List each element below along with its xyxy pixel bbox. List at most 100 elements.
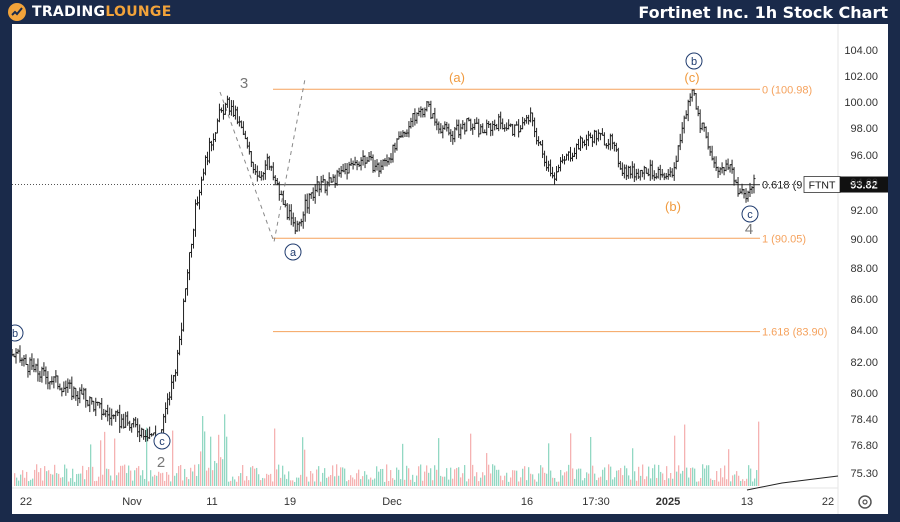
- volume-bar: [610, 466, 612, 486]
- time-axis[interactable]: 22 Nov 11 19 Dec 16 17:30 2025 13 22: [20, 496, 834, 508]
- volume-bar: [48, 470, 50, 486]
- volume-bar: [56, 473, 58, 486]
- volume-bar: [250, 467, 252, 486]
- volume-bars: [14, 414, 839, 491]
- settings-icon[interactable]: [858, 495, 872, 509]
- volume-bar: [410, 479, 412, 486]
- volume-bar: [278, 464, 280, 486]
- volume-bar: [670, 473, 672, 486]
- volume-bar: [274, 428, 276, 486]
- volume-bar: [662, 473, 664, 486]
- y-tick-label: 96.00: [850, 150, 878, 162]
- volume-bar: [506, 472, 508, 486]
- volume-bar: [522, 468, 524, 486]
- volume-bar: [272, 481, 274, 486]
- volume-bar: [598, 477, 600, 486]
- brand-logo[interactable]: TRADINGLOUNGE: [8, 2, 172, 22]
- volume-bar: [676, 471, 678, 486]
- y-tick-label: 86.00: [850, 294, 878, 306]
- volume-bar: [508, 481, 510, 486]
- volume-bar: [328, 476, 330, 486]
- volume-bar: [482, 472, 484, 486]
- y-tick-label: 80.00: [850, 388, 878, 400]
- volume-bar: [176, 473, 178, 486]
- volume-bar: [188, 479, 190, 486]
- volume-bar: [446, 468, 448, 486]
- fib-level-label: 1 (90.05): [762, 233, 806, 245]
- volume-bar: [172, 430, 174, 486]
- volume-bar: [64, 464, 66, 486]
- volume-bar: [590, 436, 592, 486]
- volume-bar: [354, 479, 356, 486]
- volume-bar: [636, 480, 638, 486]
- volume-bar: [16, 477, 18, 486]
- volume-bar: [60, 477, 62, 486]
- volume-bar: [40, 468, 42, 486]
- volume-bar: [372, 479, 374, 486]
- volume-bar: [656, 477, 658, 486]
- volume-bar: [376, 466, 378, 486]
- volume-bar: [386, 464, 388, 486]
- volume-bar: [258, 474, 260, 486]
- volume-bar: [484, 475, 486, 486]
- volume-bar: [226, 436, 228, 486]
- chart-area[interactable]: 0 (100.98) 0.618 (9 1 (90.05) 1.618 (83.90)…: [6, 24, 888, 514]
- volume-bar: [470, 433, 472, 486]
- volume-bar: [260, 480, 262, 486]
- volume-bar: [752, 481, 754, 486]
- volume-bar: [204, 431, 206, 486]
- volume-bar: [440, 475, 442, 486]
- volume-bar: [72, 468, 74, 486]
- volume-bar: [452, 478, 454, 486]
- volume-bar: [46, 471, 48, 486]
- volume-bar: [746, 478, 748, 486]
- volume-bar: [232, 476, 234, 486]
- volume-bar: [122, 465, 124, 486]
- volume-bar: [688, 477, 690, 486]
- volume-bar: [734, 474, 736, 486]
- volume-bar: [716, 471, 718, 486]
- volume-bar: [678, 465, 680, 486]
- volume-bar: [730, 481, 732, 486]
- fib-level-label: 1.618 (83.90): [762, 327, 827, 339]
- wave-label: (b): [665, 199, 681, 214]
- volume-bar: [90, 444, 92, 486]
- volume-bar: [126, 473, 128, 486]
- price-axis[interactable]: 104.00 102.00 100.00 98.00 96.00 94.00 92.00 90…: [844, 45, 878, 480]
- volume-bar: [614, 477, 616, 486]
- volume-bar: [108, 469, 110, 486]
- volume-bar: [546, 473, 548, 486]
- volume-bar: [298, 477, 300, 486]
- volume-bar: [494, 465, 496, 486]
- volume-bar: [228, 481, 230, 486]
- volume-bar: [450, 467, 452, 486]
- volume-bar: [24, 477, 26, 486]
- wave-label-circle: [685, 52, 703, 70]
- volume-bar: [404, 479, 406, 486]
- volume-bar: [524, 466, 526, 486]
- volume-bar: [476, 472, 478, 486]
- volume-bar: [616, 470, 618, 486]
- volume-bar: [32, 478, 34, 486]
- wave-label: b: [12, 328, 18, 340]
- volume-bar: [726, 479, 728, 486]
- volume-bar: [584, 478, 586, 486]
- price-chart[interactable]: 0 (100.98) 0.618 (9 1 (90.05) 1.618 (83.90)…: [6, 24, 888, 514]
- volume-bar: [34, 469, 36, 486]
- volume-bar: [620, 468, 622, 486]
- volume-bar: [368, 479, 370, 486]
- volume-bar: [82, 465, 84, 486]
- volume-bar: [78, 473, 80, 486]
- volume-bar: [214, 460, 216, 486]
- volume-bar: [510, 477, 512, 486]
- wave-label: 3: [240, 75, 248, 92]
- volume-bar: [538, 473, 540, 486]
- volume-bar: [334, 476, 336, 486]
- volume-bar: [224, 414, 226, 486]
- volume-bar: [574, 478, 576, 486]
- volume-bar: [462, 473, 464, 486]
- volume-bar: [480, 477, 482, 486]
- volume-bar: [714, 480, 716, 486]
- volume-bar: [712, 480, 714, 486]
- volume-bar: [184, 468, 186, 486]
